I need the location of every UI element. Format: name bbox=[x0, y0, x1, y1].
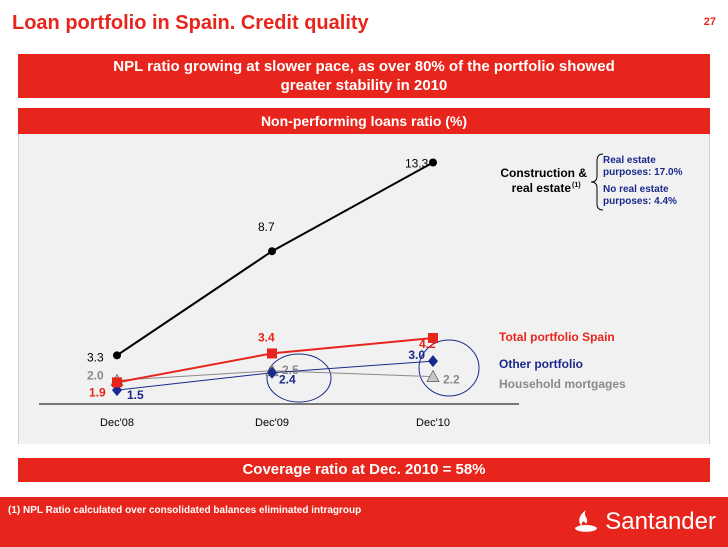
data-point-household bbox=[426, 369, 440, 382]
x-tick-label: Dec'08 bbox=[100, 417, 134, 429]
data-point-other bbox=[428, 355, 438, 368]
annotation-text: purposes: 4.4% bbox=[603, 196, 677, 207]
data-label-total: 3.4 bbox=[258, 330, 275, 344]
series-name-construction-line1: Construction & bbox=[500, 166, 587, 180]
series-name-construction-line2: real estate bbox=[512, 181, 572, 195]
highlight-ellipse-dec09 bbox=[266, 353, 332, 403]
data-label-total: 1.9 bbox=[89, 385, 106, 399]
page-number: 27 bbox=[703, 16, 716, 28]
data-point-construction bbox=[429, 158, 437, 167]
annotation-text: No real estate bbox=[603, 184, 669, 195]
footer-bar: (1) NPL Ratio calculated over consolidat… bbox=[0, 497, 728, 547]
data-label-other: 2.4 bbox=[279, 373, 296, 387]
series-name-construction-superscript: (1) bbox=[572, 182, 581, 189]
headline-line-2: greater stability in 2010 bbox=[280, 77, 448, 94]
logo-text: Santander bbox=[605, 508, 716, 535]
data-point-total bbox=[112, 377, 122, 388]
data-point-total bbox=[267, 348, 277, 359]
page-title: Loan portfolio in Spain. Credit quality bbox=[12, 12, 369, 34]
series-line-construction bbox=[116, 161, 434, 357]
annotation-text: Real estate bbox=[603, 155, 656, 166]
data-label-construction: 8.7 bbox=[258, 220, 275, 234]
data-label-other: 1.5 bbox=[127, 388, 144, 402]
flame-icon bbox=[575, 510, 598, 532]
data-label-construction: 13.3 bbox=[405, 157, 429, 171]
coverage-banner: Coverage ratio at Dec. 2010 = 58% bbox=[18, 458, 710, 482]
data-label-household: 2.2 bbox=[443, 373, 460, 387]
headline-line-1: NPL ratio growing at slower pace, as ove… bbox=[113, 58, 615, 75]
highlight-ellipse-dec10 bbox=[418, 339, 480, 397]
x-tick-label: Dec'09 bbox=[255, 417, 289, 429]
npl-ratio-chart: Dec'08 Dec'09 Dec'10 2.0 2.5 2.2 1.5 2.4 3.0 3.3 8… bbox=[39, 153, 683, 429]
data-point-total bbox=[428, 333, 438, 343]
data-point-construction bbox=[268, 247, 276, 256]
footnote: (1) NPL Ratio calculated over consolidat… bbox=[8, 505, 362, 516]
series-name-total: Total portfolio Spain bbox=[499, 330, 615, 344]
data-label-other: 3.0 bbox=[408, 348, 425, 362]
annotation-bracket bbox=[590, 153, 604, 211]
headline-banner: NPL ratio growing at slower pace, as ove… bbox=[18, 54, 710, 98]
chart-title: Non-performing loans ratio (%) bbox=[18, 108, 710, 134]
data-label-total: 4.2 bbox=[419, 337, 436, 351]
data-label-household: 2.5 bbox=[282, 363, 299, 377]
series-name-other: Other portfolio bbox=[499, 357, 583, 371]
data-label-household: 2.0 bbox=[87, 368, 104, 382]
annotation-text: purposes: 17.0% bbox=[603, 167, 683, 178]
x-tick-label: Dec'10 bbox=[416, 417, 450, 429]
series-name-household: Household mortgages bbox=[499, 377, 626, 391]
data-label-construction: 3.3 bbox=[87, 350, 104, 364]
data-point-construction bbox=[113, 351, 121, 360]
santander-logo: Santander bbox=[573, 507, 716, 537]
data-point-other bbox=[267, 366, 277, 379]
chart-panel: Dec'08 Dec'09 Dec'10 2.0 2.5 2.2 1.5 2.4 3.0 3.3 8… bbox=[18, 134, 710, 444]
data-point-other bbox=[112, 384, 122, 397]
